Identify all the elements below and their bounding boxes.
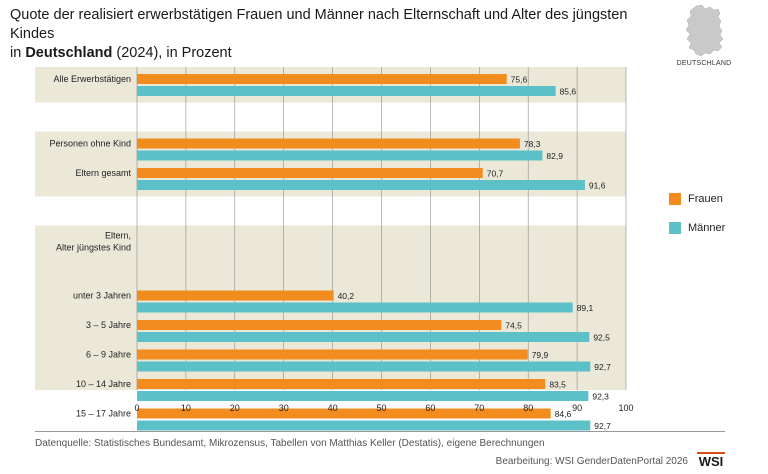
- title-prefix: in: [10, 45, 26, 61]
- value-label-maenner: 92,5: [593, 333, 610, 343]
- value-label-maenner: 91,6: [589, 181, 606, 191]
- wsi-logo: WSI: [697, 452, 725, 469]
- data-source: Datenquelle: Statistisches Bundesamt, Mi…: [35, 438, 545, 449]
- bar-maenner: [137, 150, 543, 161]
- x-tick-label: 70: [474, 403, 484, 413]
- bar-frauen: [137, 349, 528, 360]
- x-tick-label: 90: [572, 403, 582, 413]
- group-band-1: [35, 67, 626, 103]
- legend-frauen: Frauen: [669, 190, 723, 208]
- value-label-frauen: 40,2: [338, 291, 355, 301]
- x-tick-label: 40: [328, 403, 338, 413]
- x-tick-label: 100: [618, 403, 633, 413]
- value-label-frauen: 74,5: [505, 321, 522, 331]
- bars: [137, 74, 591, 431]
- bar-maenner: [137, 302, 573, 313]
- title-line-1: Quote der realisiert erwerbstätigen Frau…: [10, 7, 628, 42]
- labels: 75,6 85,6 Alle Erwerbstätigen 78,3 82,9 Perso…: [49, 74, 633, 431]
- x-tick-label: 20: [230, 403, 240, 413]
- x-tick-label: 60: [425, 403, 435, 413]
- value-label-maenner: 82,9: [546, 151, 563, 161]
- bar-maenner: [137, 391, 589, 401]
- legend-maenner: Männer: [669, 219, 725, 237]
- bar-maenner: [137, 361, 591, 372]
- bar-maenner: [137, 86, 556, 96]
- bar-maenner: [137, 332, 590, 342]
- chart-title: Quote der realisiert erwerbstätigen Frau…: [10, 6, 650, 63]
- legend-label-maenner: Männer: [688, 221, 726, 234]
- category-label: Alle Erwerbstätigen: [53, 74, 131, 84]
- value-label-frauen: 78,3: [524, 139, 541, 149]
- category-label: 10 – 14 Jahre: [76, 379, 131, 389]
- group-header-line: Alter jüngstes Kind: [56, 243, 131, 253]
- value-label-maenner: 92,3: [592, 392, 609, 402]
- x-tick-label: 30: [279, 403, 289, 413]
- bar-frauen: [137, 74, 507, 84]
- map-label: DEUTSCHLAND: [676, 60, 732, 67]
- bar-frauen: [137, 379, 546, 389]
- legend-swatch-maenner: [669, 221, 681, 234]
- value-label-maenner: 92,7: [594, 362, 611, 372]
- bar-frauen: [137, 138, 520, 149]
- value-label-maenner: 92,7: [594, 421, 611, 431]
- category-label: Eltern gesamt: [75, 168, 131, 178]
- bar-frauen: [137, 320, 502, 330]
- value-label-frauen: 79,9: [532, 350, 549, 360]
- category-label: 6 – 9 Jahre: [86, 350, 131, 360]
- footer-divider: [35, 431, 725, 432]
- value-label-frauen: 75,6: [511, 75, 528, 85]
- bar-maenner: [137, 180, 585, 190]
- x-tick-label: 10: [181, 403, 191, 413]
- value-label-maenner: 89,1: [577, 303, 594, 313]
- category-label: unter 3 Jahren: [73, 291, 131, 301]
- value-label-frauen: 84,6: [555, 409, 572, 419]
- category-label: 3 – 5 Jahre: [86, 320, 131, 330]
- legend-label-frauen: Frauen: [688, 192, 723, 205]
- value-label-frauen: 83,5: [549, 380, 566, 390]
- x-tick-label: 0: [134, 403, 139, 413]
- title-country: Deutschland: [25, 45, 113, 61]
- value-label-frauen: 70,7: [487, 169, 504, 179]
- bar-frauen: [137, 168, 483, 178]
- bar-maenner: [137, 420, 591, 431]
- category-label: Personen ohne Kind: [49, 139, 131, 149]
- editor-credit: Bearbeitung: WSI GenderDatenPortal 2026: [495, 456, 688, 467]
- title-suffix: (2024), in Prozent: [112, 45, 232, 61]
- germany-map-icon: [685, 4, 724, 57]
- value-label-maenner: 85,6: [560, 87, 577, 97]
- legend-swatch-frauen: [669, 192, 681, 205]
- x-tick-label: 80: [523, 403, 533, 413]
- bar-frauen: [137, 290, 334, 301]
- x-tick-label: 50: [376, 403, 386, 413]
- category-label: 15 – 17 Jahre: [76, 409, 131, 419]
- bar-frauen: [137, 408, 551, 419]
- group-header-line: Eltern,: [105, 231, 131, 241]
